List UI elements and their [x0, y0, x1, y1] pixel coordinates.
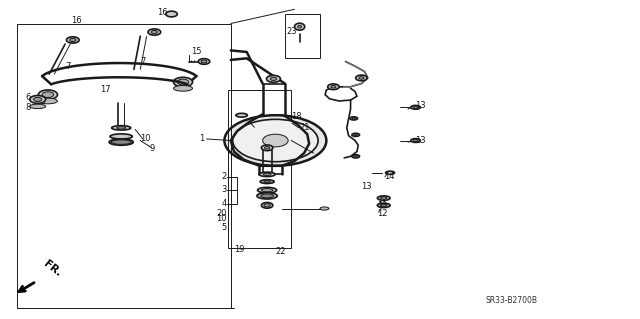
Circle shape — [225, 115, 326, 166]
Ellipse shape — [67, 37, 79, 43]
Ellipse shape — [352, 133, 360, 137]
Ellipse shape — [331, 85, 336, 88]
Ellipse shape — [294, 23, 305, 30]
Ellipse shape — [386, 171, 394, 174]
Circle shape — [233, 119, 318, 162]
Text: 14: 14 — [384, 172, 394, 182]
Text: 21: 21 — [299, 123, 310, 132]
Ellipse shape — [148, 29, 161, 35]
Ellipse shape — [173, 85, 193, 91]
Ellipse shape — [109, 139, 133, 145]
Ellipse shape — [261, 145, 273, 151]
Ellipse shape — [33, 97, 42, 101]
Text: 6: 6 — [26, 93, 31, 102]
Ellipse shape — [151, 31, 157, 33]
Ellipse shape — [356, 75, 367, 81]
Ellipse shape — [264, 204, 270, 207]
Ellipse shape — [411, 105, 420, 109]
Ellipse shape — [263, 173, 271, 175]
Text: FR.: FR. — [42, 259, 63, 279]
Ellipse shape — [381, 197, 387, 199]
Ellipse shape — [111, 126, 131, 130]
Ellipse shape — [38, 90, 58, 100]
Ellipse shape — [354, 156, 357, 157]
Ellipse shape — [328, 84, 339, 90]
Text: 7: 7 — [65, 62, 70, 71]
Text: 17: 17 — [100, 85, 111, 94]
Ellipse shape — [413, 106, 418, 108]
Text: SR33-B2700B: SR33-B2700B — [486, 296, 538, 305]
Text: 1: 1 — [199, 134, 204, 144]
Ellipse shape — [236, 113, 247, 117]
Ellipse shape — [261, 189, 273, 192]
Text: 22: 22 — [275, 247, 286, 256]
Ellipse shape — [177, 79, 189, 85]
Ellipse shape — [411, 139, 420, 142]
Text: 10: 10 — [140, 134, 151, 144]
Bar — [17, 24, 231, 308]
Ellipse shape — [352, 118, 355, 119]
Text: 16: 16 — [72, 16, 82, 25]
Text: 2: 2 — [221, 172, 227, 182]
Ellipse shape — [260, 180, 274, 183]
Circle shape — [262, 134, 288, 147]
Text: 13: 13 — [415, 101, 426, 110]
Ellipse shape — [116, 127, 125, 129]
Text: 9: 9 — [149, 144, 154, 153]
Text: 7: 7 — [140, 57, 146, 66]
Text: 13: 13 — [415, 136, 426, 145]
Ellipse shape — [257, 187, 276, 193]
Text: 3: 3 — [221, 185, 227, 194]
Ellipse shape — [270, 77, 276, 80]
Ellipse shape — [257, 193, 277, 199]
Ellipse shape — [110, 134, 132, 139]
Ellipse shape — [173, 77, 193, 87]
Ellipse shape — [350, 117, 358, 120]
Ellipse shape — [198, 59, 210, 64]
Ellipse shape — [378, 203, 390, 208]
Ellipse shape — [166, 11, 177, 17]
Ellipse shape — [260, 194, 273, 198]
Ellipse shape — [352, 155, 360, 158]
Ellipse shape — [266, 75, 280, 82]
Text: 16: 16 — [157, 8, 168, 17]
Ellipse shape — [29, 104, 45, 108]
Text: 10: 10 — [216, 213, 227, 222]
Ellipse shape — [413, 139, 418, 142]
Ellipse shape — [298, 26, 301, 28]
Ellipse shape — [354, 134, 357, 136]
Text: 12: 12 — [378, 209, 388, 218]
Text: 20: 20 — [216, 209, 227, 218]
Ellipse shape — [29, 95, 45, 103]
Ellipse shape — [264, 146, 269, 149]
Ellipse shape — [320, 207, 329, 210]
Text: 23: 23 — [287, 27, 298, 36]
Ellipse shape — [38, 98, 58, 104]
Ellipse shape — [264, 181, 270, 182]
Ellipse shape — [381, 204, 387, 206]
Ellipse shape — [378, 196, 390, 200]
Text: 4: 4 — [221, 199, 227, 208]
Ellipse shape — [261, 203, 273, 208]
Ellipse shape — [70, 38, 76, 41]
Text: 5: 5 — [221, 223, 227, 232]
Bar — [228, 90, 291, 248]
Text: 11: 11 — [378, 201, 388, 210]
Ellipse shape — [201, 60, 207, 63]
Ellipse shape — [111, 140, 131, 144]
Ellipse shape — [259, 172, 275, 177]
Bar — [285, 14, 320, 58]
Ellipse shape — [42, 92, 54, 98]
Ellipse shape — [359, 77, 364, 79]
Text: 19: 19 — [234, 245, 244, 254]
Text: 13: 13 — [362, 182, 372, 191]
Text: 15: 15 — [191, 48, 202, 56]
Text: 18: 18 — [291, 112, 302, 121]
Text: 8: 8 — [26, 103, 31, 112]
